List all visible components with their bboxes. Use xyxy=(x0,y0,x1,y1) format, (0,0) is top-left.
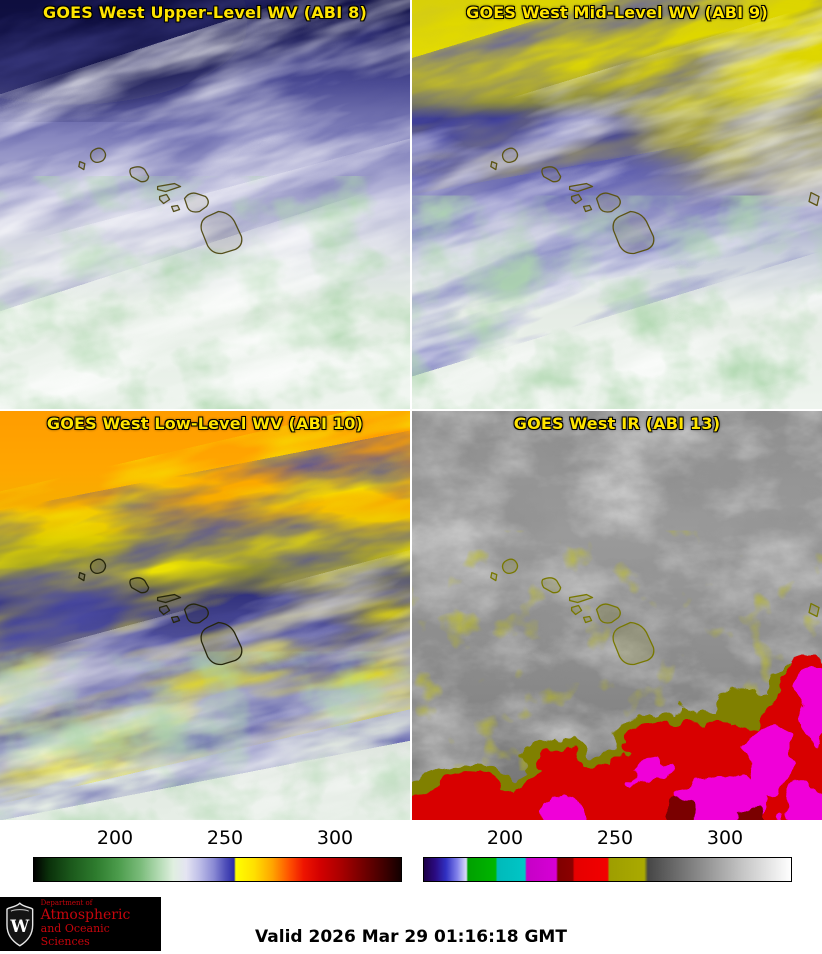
colorbar-section: 200 250 300 200 250 300 xyxy=(0,820,822,894)
ir-tick-300: 300 xyxy=(706,827,744,849)
aos-logo: W Department of Atmospheric and Oceanic … xyxy=(0,897,161,951)
wv-tick-200: 200 xyxy=(96,827,134,849)
logo-atmos-line: Atmospheric xyxy=(40,906,131,923)
valid-time-text: Valid 2026 Mar 29 01:16:18 GMT xyxy=(255,927,567,947)
hawaii-outline-overlay xyxy=(490,147,820,255)
hawaii-outline-overlay xyxy=(78,147,243,255)
panel-abi10: GOES West Low-Level WV (ABI 10) xyxy=(0,411,410,820)
ir-tick-200: 200 xyxy=(486,827,524,849)
panel-title-abi9: GOES West Mid-Level WV (ABI 9) xyxy=(466,3,768,22)
logo-dept-line: Department of xyxy=(40,898,93,907)
abi10-imagery xyxy=(0,411,410,820)
hawaii-outline-overlay xyxy=(78,558,243,666)
panel-abi9: GOES West Mid-Level WV (ABI 9) xyxy=(412,0,822,409)
panel-title-abi8: GOES West Upper-Level WV (ABI 8) xyxy=(43,3,367,22)
satellite-panel-grid: GOES West Upper-Level WV (ABI 8) xyxy=(0,0,822,820)
abi13-imagery xyxy=(412,411,822,820)
wv-colorbar xyxy=(33,857,402,882)
wv-tick-250: 250 xyxy=(206,827,244,849)
ir-colorbar xyxy=(423,857,792,882)
panel-abi8: GOES West Upper-Level WV (ABI 8) xyxy=(0,0,410,409)
panel-abi13: GOES West IR (ABI 13) xyxy=(412,411,822,820)
wv-tick-300: 300 xyxy=(316,827,354,849)
crest-letter: W xyxy=(9,916,30,936)
ir-tick-250: 250 xyxy=(596,827,634,849)
uw-crest-icon: W xyxy=(6,902,34,947)
panel-title-abi13: GOES West IR (ABI 13) xyxy=(513,414,721,433)
abi9-imagery xyxy=(412,0,822,409)
convection-overlay xyxy=(412,650,822,820)
footer: W Department of Atmospheric and Oceanic … xyxy=(0,894,822,954)
panel-title-abi10: GOES West Low-Level WV (ABI 10) xyxy=(46,414,364,433)
logo-text: Department of Atmospheric and Oceanic Sc… xyxy=(40,898,161,948)
logo-oceanic-line: and Oceanic Sciences xyxy=(40,922,110,948)
abi8-imagery xyxy=(0,0,410,409)
hawaii-outline-overlay xyxy=(490,558,820,666)
